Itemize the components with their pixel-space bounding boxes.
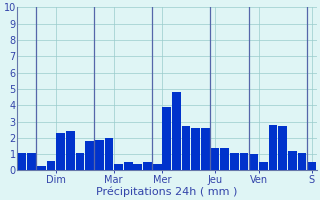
Bar (66, 131, 75, 170)
Bar (27, 153, 36, 170)
Bar (143, 162, 152, 170)
Bar (182, 126, 190, 170)
Bar (220, 148, 229, 170)
Bar (37, 166, 46, 170)
Bar (124, 162, 132, 170)
Bar (85, 141, 94, 170)
Bar (95, 140, 104, 170)
Bar (240, 153, 248, 170)
Bar (56, 133, 65, 170)
Bar (269, 125, 277, 170)
Bar (172, 92, 181, 170)
Bar (249, 154, 258, 170)
Bar (133, 164, 142, 170)
Bar (191, 128, 200, 170)
Bar (307, 162, 316, 170)
Bar (278, 126, 287, 170)
Bar (163, 107, 171, 170)
Bar (18, 153, 26, 170)
Bar (230, 153, 239, 170)
Bar (259, 162, 268, 170)
X-axis label: Précipitations 24h ( mm ): Précipitations 24h ( mm ) (96, 186, 237, 197)
Bar (298, 153, 306, 170)
Bar (76, 153, 84, 170)
Bar (105, 138, 113, 170)
Bar (288, 151, 297, 170)
Bar (201, 128, 210, 170)
Bar (47, 161, 55, 170)
Bar (153, 164, 162, 170)
Bar (211, 148, 220, 170)
Bar (114, 164, 123, 170)
